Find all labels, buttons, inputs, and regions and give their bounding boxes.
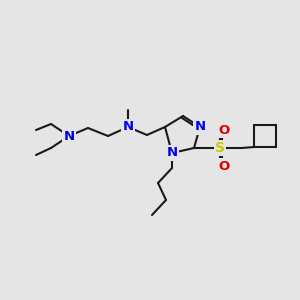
- Text: N: N: [167, 146, 178, 160]
- Text: O: O: [218, 124, 230, 136]
- Text: O: O: [218, 160, 230, 172]
- Text: N: N: [194, 121, 206, 134]
- Text: N: N: [122, 121, 134, 134]
- Text: S: S: [215, 141, 225, 155]
- Text: N: N: [63, 130, 75, 142]
